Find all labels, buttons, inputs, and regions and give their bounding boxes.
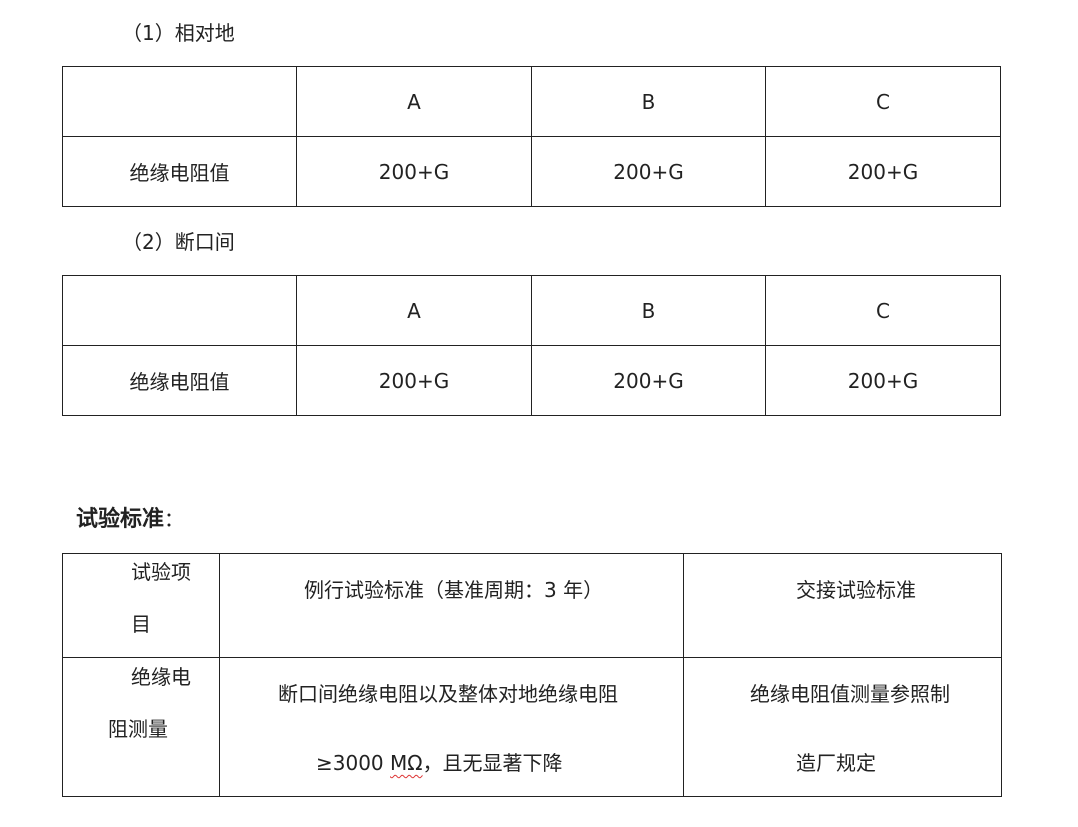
- section1-table: A B C 绝缘电阻值 200+G 200+G 200+G: [62, 66, 1001, 207]
- value-cell: 200+G: [765, 345, 1001, 416]
- table-header-row: A B C: [62, 275, 1001, 346]
- handover-line1: 绝缘电阻值测量参照制: [750, 682, 950, 706]
- value-cell: 200+G: [531, 345, 766, 416]
- header-cell: [62, 66, 297, 137]
- row-label: 绝缘电阻值: [62, 136, 297, 207]
- item-line2: 阻测量: [108, 717, 168, 741]
- routine-line2-post: ，且无显著下降: [422, 751, 563, 775]
- header-cell: [62, 275, 297, 346]
- item-header-line1: 试验项: [131, 560, 191, 584]
- routine-line2-unit: MΩ: [390, 751, 423, 775]
- value-cell: 200+G: [296, 345, 532, 416]
- standards-heading: 试验标准：: [76, 509, 184, 531]
- table-header-row: A B C: [62, 66, 1001, 137]
- table-row: 绝缘电阻值 200+G 200+G 200+G: [62, 136, 1001, 207]
- standards-heading-colon: ：: [164, 507, 185, 531]
- header-cell: B: [531, 275, 766, 346]
- item-header-cell: 试验项 目: [62, 553, 220, 658]
- header-cell: C: [765, 275, 1001, 346]
- item-cell: 绝缘电 阻测量: [62, 657, 220, 797]
- table-header-row: 试验项 目 例行试验标准（基准周期：3 年） 交接试验标准: [62, 553, 1002, 658]
- table-row: 绝缘电 阻测量 断口间绝缘电阻以及整体对地绝缘电阻 ≥3000 MΩ，且无显著下…: [62, 657, 1002, 797]
- section2-title: （2）断口间: [122, 230, 235, 254]
- header-cell: C: [765, 66, 1001, 137]
- value-cell: 200+G: [296, 136, 532, 207]
- handover-header-cell: 交接试验标准: [683, 553, 1002, 658]
- handover-header: 交接试验标准: [796, 578, 916, 602]
- routine-line2: ≥3000 MΩ，且无显著下降: [316, 753, 563, 773]
- value-cell: 200+G: [531, 136, 766, 207]
- item-header-line2: 目: [131, 612, 151, 636]
- header-cell: B: [531, 66, 766, 137]
- routine-line2-pre: ≥3000: [316, 751, 391, 775]
- routine-header: 例行试验标准（基准周期：3 年）: [304, 578, 604, 602]
- section1-title: （1）相对地: [122, 21, 235, 45]
- routine-line1: 断口间绝缘电阻以及整体对地绝缘电阻: [278, 682, 618, 706]
- standards-table: 试验项 目 例行试验标准（基准周期：3 年） 交接试验标准 绝缘电 阻测量 断口…: [62, 553, 1002, 797]
- routine-header-cell: 例行试验标准（基准周期：3 年）: [219, 553, 684, 658]
- handover-line2: 造厂规定: [796, 751, 876, 775]
- row-label: 绝缘电阻值: [62, 345, 297, 416]
- routine-cell: 断口间绝缘电阻以及整体对地绝缘电阻 ≥3000 MΩ，且无显著下降: [219, 657, 684, 797]
- section2-table: A B C 绝缘电阻值 200+G 200+G 200+G: [62, 275, 1001, 416]
- item-line1: 绝缘电: [131, 665, 191, 689]
- header-cell: A: [296, 66, 532, 137]
- table-row: 绝缘电阻值 200+G 200+G 200+G: [62, 345, 1001, 416]
- handover-cell: 绝缘电阻值测量参照制 造厂规定: [683, 657, 1002, 797]
- header-cell: A: [296, 275, 532, 346]
- standards-heading-text: 试验标准: [76, 507, 165, 532]
- value-cell: 200+G: [765, 136, 1001, 207]
